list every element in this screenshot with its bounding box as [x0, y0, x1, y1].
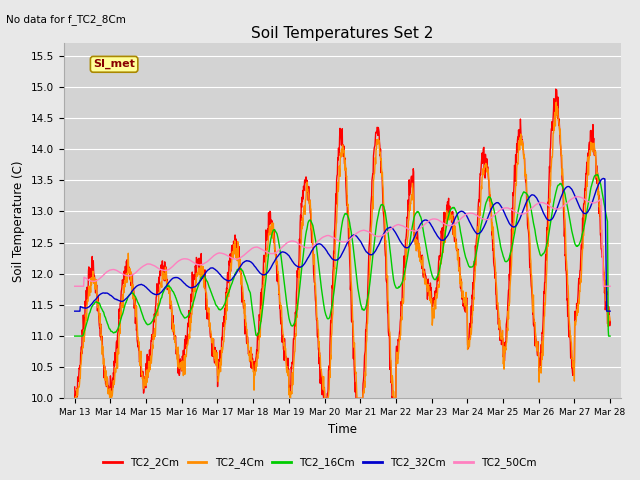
TC2_4Cm — [71, 396, 79, 401]
TC2_50Cm — [71, 283, 79, 289]
TC2_4Cm — [543, 274, 550, 279]
TC2_4Cm — [250, 368, 257, 374]
Title: Soil Temperatures Set 2: Soil Temperatures Set 2 — [252, 25, 433, 41]
TC2_16Cm — [593, 172, 600, 178]
Line: TC2_50Cm: TC2_50Cm — [75, 197, 610, 286]
TC2_4Cm — [552, 99, 560, 105]
TC2_50Cm — [606, 283, 614, 289]
TC2_32Cm — [606, 308, 614, 314]
TC2_16Cm — [190, 298, 198, 304]
X-axis label: Time: Time — [328, 423, 357, 436]
TC2_32Cm — [71, 308, 79, 314]
TC2_50Cm — [190, 260, 198, 265]
TC2_32Cm — [177, 277, 184, 283]
Line: TC2_2Cm: TC2_2Cm — [75, 89, 610, 398]
TC2_4Cm — [606, 318, 614, 324]
TC2_50Cm — [574, 194, 582, 200]
TC2_16Cm — [177, 309, 184, 315]
TC2_2Cm — [606, 318, 614, 324]
TC2_50Cm — [543, 201, 550, 207]
TC2_2Cm — [71, 384, 79, 390]
Text: SI_met: SI_met — [93, 59, 135, 70]
Legend: TC2_2Cm, TC2_4Cm, TC2_16Cm, TC2_32Cm, TC2_50Cm: TC2_2Cm, TC2_4Cm, TC2_16Cm, TC2_32Cm, TC… — [99, 453, 541, 472]
TC2_16Cm — [426, 260, 433, 266]
Line: TC2_16Cm: TC2_16Cm — [75, 175, 610, 336]
Line: TC2_4Cm: TC2_4Cm — [75, 102, 610, 398]
TC2_2Cm — [250, 368, 258, 374]
TC2_16Cm — [250, 317, 257, 323]
TC2_50Cm — [250, 245, 257, 251]
Text: No data for f_TC2_8Cm: No data for f_TC2_8Cm — [6, 14, 126, 25]
TC2_2Cm — [426, 289, 433, 295]
TC2_32Cm — [600, 176, 607, 181]
Y-axis label: Soil Temperature (C): Soil Temperature (C) — [12, 160, 26, 282]
TC2_50Cm — [177, 257, 184, 263]
TC2_4Cm — [177, 362, 184, 368]
TC2_2Cm — [177, 358, 185, 363]
TC2_4Cm — [495, 325, 503, 331]
TC2_32Cm — [543, 216, 550, 221]
TC2_50Cm — [426, 217, 433, 223]
TC2_2Cm — [543, 225, 550, 231]
TC2_32Cm — [190, 284, 198, 290]
TC2_4Cm — [190, 285, 198, 291]
Line: TC2_32Cm: TC2_32Cm — [75, 179, 610, 311]
TC2_32Cm — [426, 219, 433, 225]
TC2_2Cm — [71, 396, 79, 401]
TC2_16Cm — [495, 235, 503, 241]
TC2_2Cm — [190, 272, 198, 278]
TC2_32Cm — [495, 201, 503, 206]
TC2_16Cm — [71, 333, 79, 339]
TC2_4Cm — [426, 293, 433, 299]
TC2_16Cm — [606, 333, 614, 339]
TC2_16Cm — [543, 243, 550, 249]
TC2_2Cm — [552, 86, 559, 92]
TC2_50Cm — [495, 208, 503, 214]
TC2_2Cm — [496, 323, 504, 329]
TC2_32Cm — [250, 262, 257, 268]
